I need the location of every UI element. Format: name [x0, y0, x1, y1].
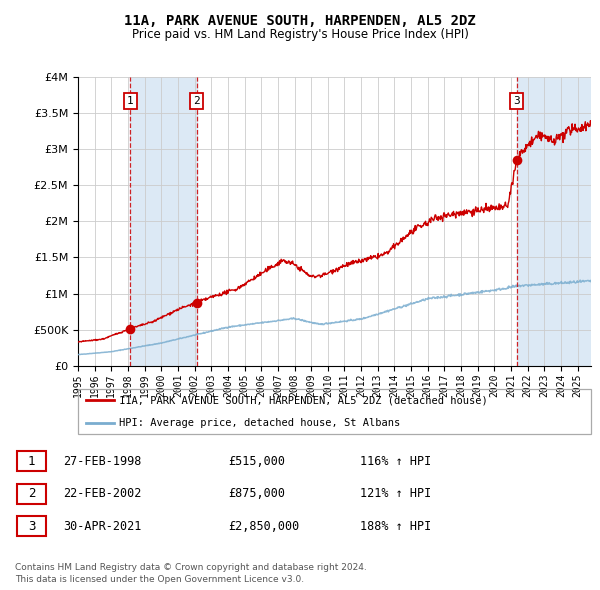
- Text: HPI: Average price, detached house, St Albans: HPI: Average price, detached house, St A…: [119, 418, 400, 428]
- Bar: [130, 77, 197, 366]
- Text: 188% ↑ HPI: 188% ↑ HPI: [360, 520, 431, 533]
- Text: 1: 1: [28, 455, 35, 468]
- Text: This data is licensed under the Open Government Licence v3.0.: This data is licensed under the Open Gov…: [15, 575, 304, 584]
- Text: Price paid vs. HM Land Registry's House Price Index (HPI): Price paid vs. HM Land Registry's House …: [131, 28, 469, 41]
- Text: 11A, PARK AVENUE SOUTH, HARPENDEN, AL5 2DZ (detached house): 11A, PARK AVENUE SOUTH, HARPENDEN, AL5 2…: [119, 395, 488, 405]
- Text: £875,000: £875,000: [228, 487, 285, 500]
- Text: 121% ↑ HPI: 121% ↑ HPI: [360, 487, 431, 500]
- Text: 22-FEB-2002: 22-FEB-2002: [63, 487, 142, 500]
- Text: 30-APR-2021: 30-APR-2021: [63, 520, 142, 533]
- Text: 27-FEB-1998: 27-FEB-1998: [63, 455, 142, 468]
- Text: 2: 2: [194, 96, 200, 106]
- Text: 3: 3: [28, 520, 35, 533]
- Text: £515,000: £515,000: [228, 455, 285, 468]
- Bar: [517, 77, 591, 366]
- Text: £2,850,000: £2,850,000: [228, 520, 299, 533]
- Text: 11A, PARK AVENUE SOUTH, HARPENDEN, AL5 2DZ: 11A, PARK AVENUE SOUTH, HARPENDEN, AL5 2…: [124, 14, 476, 28]
- Text: Contains HM Land Registry data © Crown copyright and database right 2024.: Contains HM Land Registry data © Crown c…: [15, 563, 367, 572]
- Text: 116% ↑ HPI: 116% ↑ HPI: [360, 455, 431, 468]
- Text: 2: 2: [28, 487, 35, 500]
- Text: 3: 3: [513, 96, 520, 106]
- Text: 1: 1: [127, 96, 134, 106]
